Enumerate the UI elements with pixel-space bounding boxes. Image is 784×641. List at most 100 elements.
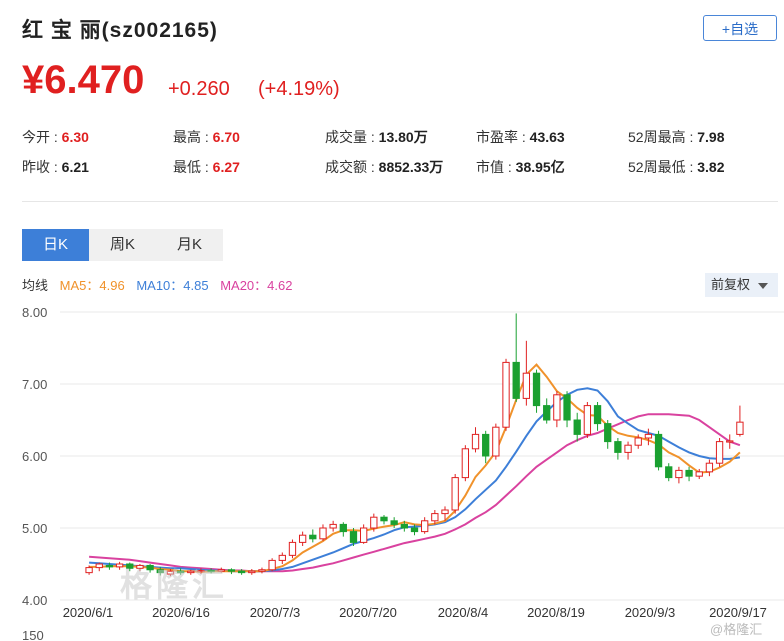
x-tick-label: 2020/7/20 (339, 605, 397, 620)
tab-monthly-k[interactable]: 月K (156, 229, 223, 261)
tab-weekly-k[interactable]: 周K (89, 229, 156, 261)
candle-body (370, 516, 378, 529)
candle-body (675, 469, 683, 479)
stat-open: 今开 : 6.30 (22, 129, 89, 145)
ma-legend: 均线 MA5：4.96 MA10：4.85 MA20：4.62 (22, 275, 300, 294)
candle-body (319, 527, 327, 540)
ma10-value: MA10：4.85 (136, 278, 209, 293)
price-change-percent: (+4.19%) (258, 78, 340, 100)
ma5-value: MA5：4.96 (59, 278, 125, 293)
candle-body (258, 569, 266, 572)
candle-body (522, 372, 531, 399)
stat-low: 最低 : 6.27 (173, 159, 240, 175)
candle-body (197, 569, 205, 573)
candle-body (532, 372, 541, 407)
candle-body (136, 564, 144, 569)
candle-body (461, 448, 469, 479)
candle-body (563, 394, 571, 421)
candle-body (421, 520, 429, 533)
candle-body (471, 433, 480, 450)
x-tick-label: 2020/6/1 (63, 605, 114, 620)
candle-body (715, 441, 724, 464)
candle-body (349, 531, 358, 543)
x-tick-label: 2020/9/3 (625, 605, 676, 620)
stat-52w-high: 52周最高 : 7.98 (628, 129, 725, 145)
candle-body (176, 570, 185, 574)
candle-body (156, 569, 164, 574)
candle-body (329, 523, 337, 529)
candle-body (685, 469, 693, 477)
candle-body (492, 426, 500, 457)
candle-body (115, 563, 124, 568)
adjustment-dropdown[interactable]: 前复权 (705, 273, 778, 297)
candle-body (126, 563, 134, 569)
watermark-corner: @格隆汇 (710, 622, 763, 637)
candle-body (573, 419, 581, 435)
candle-body (624, 444, 632, 453)
stock-title: 红 宝 丽(sz002165) (22, 19, 218, 42)
x-tick-label: 2020/8/4 (438, 605, 489, 620)
candle-body (654, 433, 663, 468)
candle-body (268, 559, 276, 571)
tab-daily-k[interactable]: 日K (22, 229, 89, 261)
candle-body (390, 520, 398, 525)
candle-body (237, 570, 246, 574)
candle-body (512, 361, 520, 399)
kline-tabs: 日K 周K 月K (22, 229, 223, 261)
candle-body (736, 421, 744, 435)
candle-body (451, 477, 459, 511)
candle-body (166, 570, 175, 575)
current-price: ¥6.470 (22, 58, 145, 102)
candle-body (431, 513, 439, 522)
y-tick-label: 7.00 (22, 377, 47, 392)
candle-body (593, 405, 602, 425)
candle-body (604, 423, 612, 443)
add-to-watchlist-button[interactable]: +自选 (703, 15, 777, 41)
candle-body (288, 541, 297, 556)
kline-chart[interactable]: 8.00 7.00 6.00 5.00 4.00 2020/6/1 2020/6/16 202… (0, 300, 784, 641)
x-tick-label: 2020/8/19 (527, 605, 585, 620)
stat-high: 最高 : 6.70 (173, 129, 240, 145)
candle-body (583, 405, 592, 435)
stat-volume: 成交量 : 13.80万 (325, 129, 428, 145)
y-tick-label: 4.00 (22, 593, 47, 608)
x-tick-label: 2020/9/17 (709, 605, 767, 620)
candle-body (105, 564, 114, 568)
candle-body (360, 527, 368, 543)
candle-body (502, 361, 510, 428)
chevron-down-icon (758, 283, 768, 289)
candle-body (553, 394, 561, 421)
candle-body (726, 440, 734, 443)
candle-body (482, 433, 490, 457)
candle-body (665, 466, 673, 479)
y-tick-label: 5.00 (22, 521, 47, 536)
candle-body (207, 569, 215, 573)
candle-body (410, 527, 419, 533)
stat-52w-low: 52周最低 : 3.82 (628, 159, 725, 175)
candle-body (380, 516, 388, 522)
watermark-logo: 格隆汇 (120, 567, 229, 603)
candle-body (705, 462, 714, 473)
stat-pe: 市盈率 : 43.63 (476, 129, 565, 145)
y-tick-label: 6.00 (22, 449, 47, 464)
candle-body (217, 569, 225, 572)
stat-turnover: 成交额 : 8852.33万 (325, 159, 444, 175)
candle-body (400, 523, 408, 529)
divider (22, 201, 778, 202)
stat-market-cap: 市值 : 38.95亿 (476, 159, 565, 175)
candle-body (644, 433, 653, 439)
candle-body (227, 569, 236, 572)
candle-body (634, 437, 642, 446)
candle-body (85, 567, 93, 574)
candle-body (95, 563, 103, 569)
x-tick-label: 2020/6/16 (152, 605, 210, 620)
ma-label: 均线 (22, 278, 49, 293)
ma20-line (89, 413, 741, 573)
y-tick-label: 8.00 (22, 305, 47, 320)
candle-body (309, 534, 317, 540)
price-change: +0.260 (168, 78, 230, 100)
x-tick-label: 2020/7/3 (250, 605, 301, 620)
candle-body (695, 471, 703, 477)
volume-tick-label: 150 (22, 628, 44, 641)
candle-body (298, 534, 307, 543)
